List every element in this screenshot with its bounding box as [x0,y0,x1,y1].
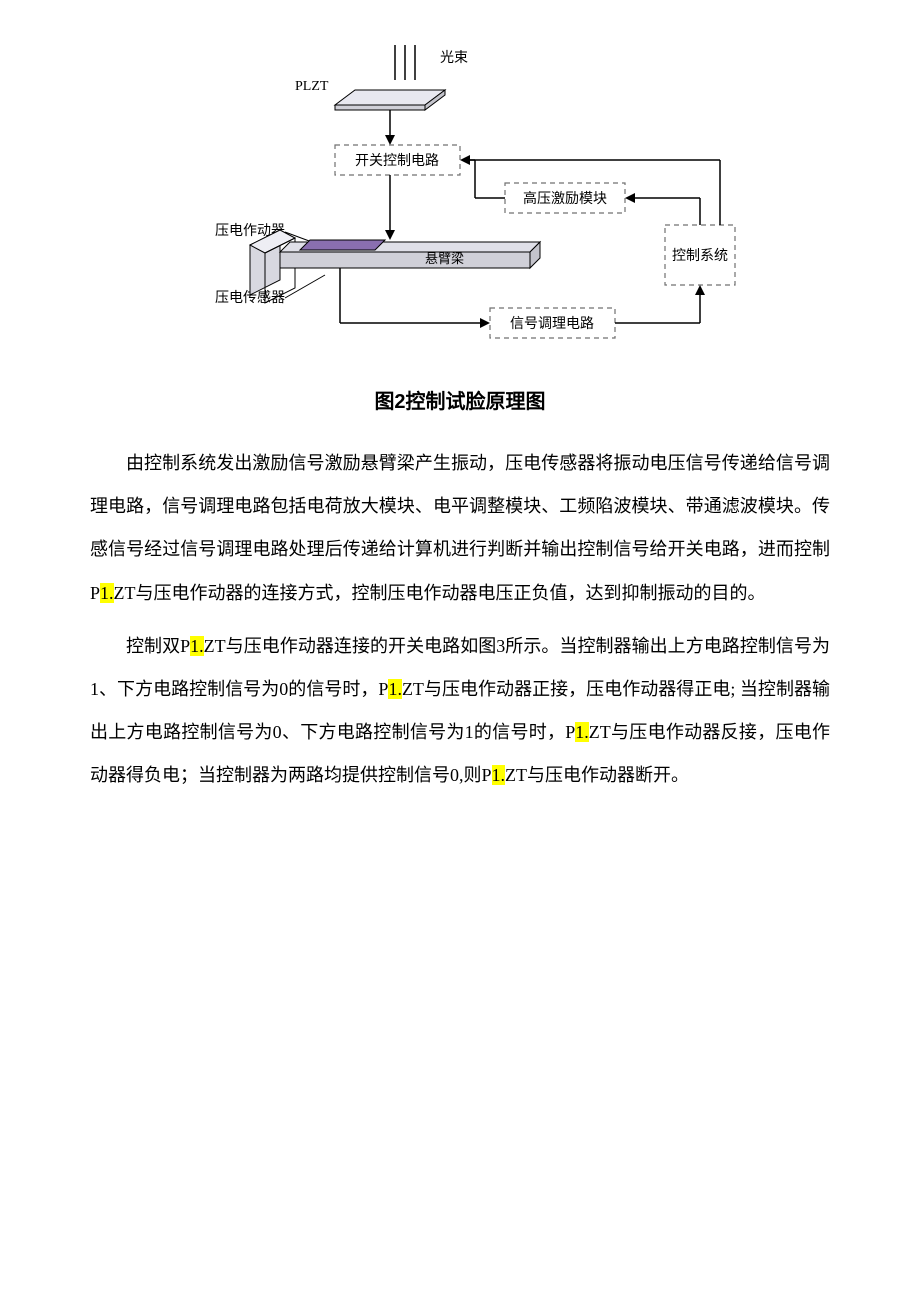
label-hv-module: 高压激励模块 [523,190,607,207]
p2-text-e: ZT与压电作动器断开。 [505,765,689,785]
diagram-svg: 光束 PLZT 开关控制电路 高压激励模块 控制系统 信号调理电路 压电作动器 … [180,40,740,350]
p1-highlight-1: 1. [100,583,114,603]
p2-highlight-2: 1. [388,679,402,699]
label-control-system: 控制系统 [672,248,728,264]
control-diagram: 光束 PLZT 开关控制电路 高压激励模块 控制系统 信号调理电路 压电作动器 … [180,40,740,355]
figure-caption: 图2控制试脸原理图 [90,385,830,414]
paragraph-1: 由控制系统发出激励信号激励悬臂梁产生振动，压电传感器将振动电压信号传递给信号调理… [90,442,830,615]
p2-text-a: 控制双P [126,636,190,656]
p1-text-b: ZT与压电作动器的连接方式，控制压电作动器电压正负值，达到抑制振动的目的。 [114,583,766,603]
p2-highlight-4: 1. [492,765,506,785]
paragraph-2: 控制双P1.ZT与压电作动器连接的开关电路如图3所示。当控制器输出上方电路控制信… [90,625,830,798]
label-signal-circuit: 信号调理电路 [510,316,594,332]
label-switch-circuit: 开关控制电路 [355,153,439,169]
label-plzt: PLZT [295,79,329,94]
label-cantilever: 悬臂梁 [425,251,464,266]
p2-highlight-1: 1. [190,636,204,656]
p1-text-a: 由控制系统发出激励信号激励悬臂梁产生振动，压电传感器将振动电压信号传递给信号调理… [90,453,830,603]
label-light-beam: 光束 [440,50,468,66]
p2-highlight-3: 1. [575,722,589,742]
